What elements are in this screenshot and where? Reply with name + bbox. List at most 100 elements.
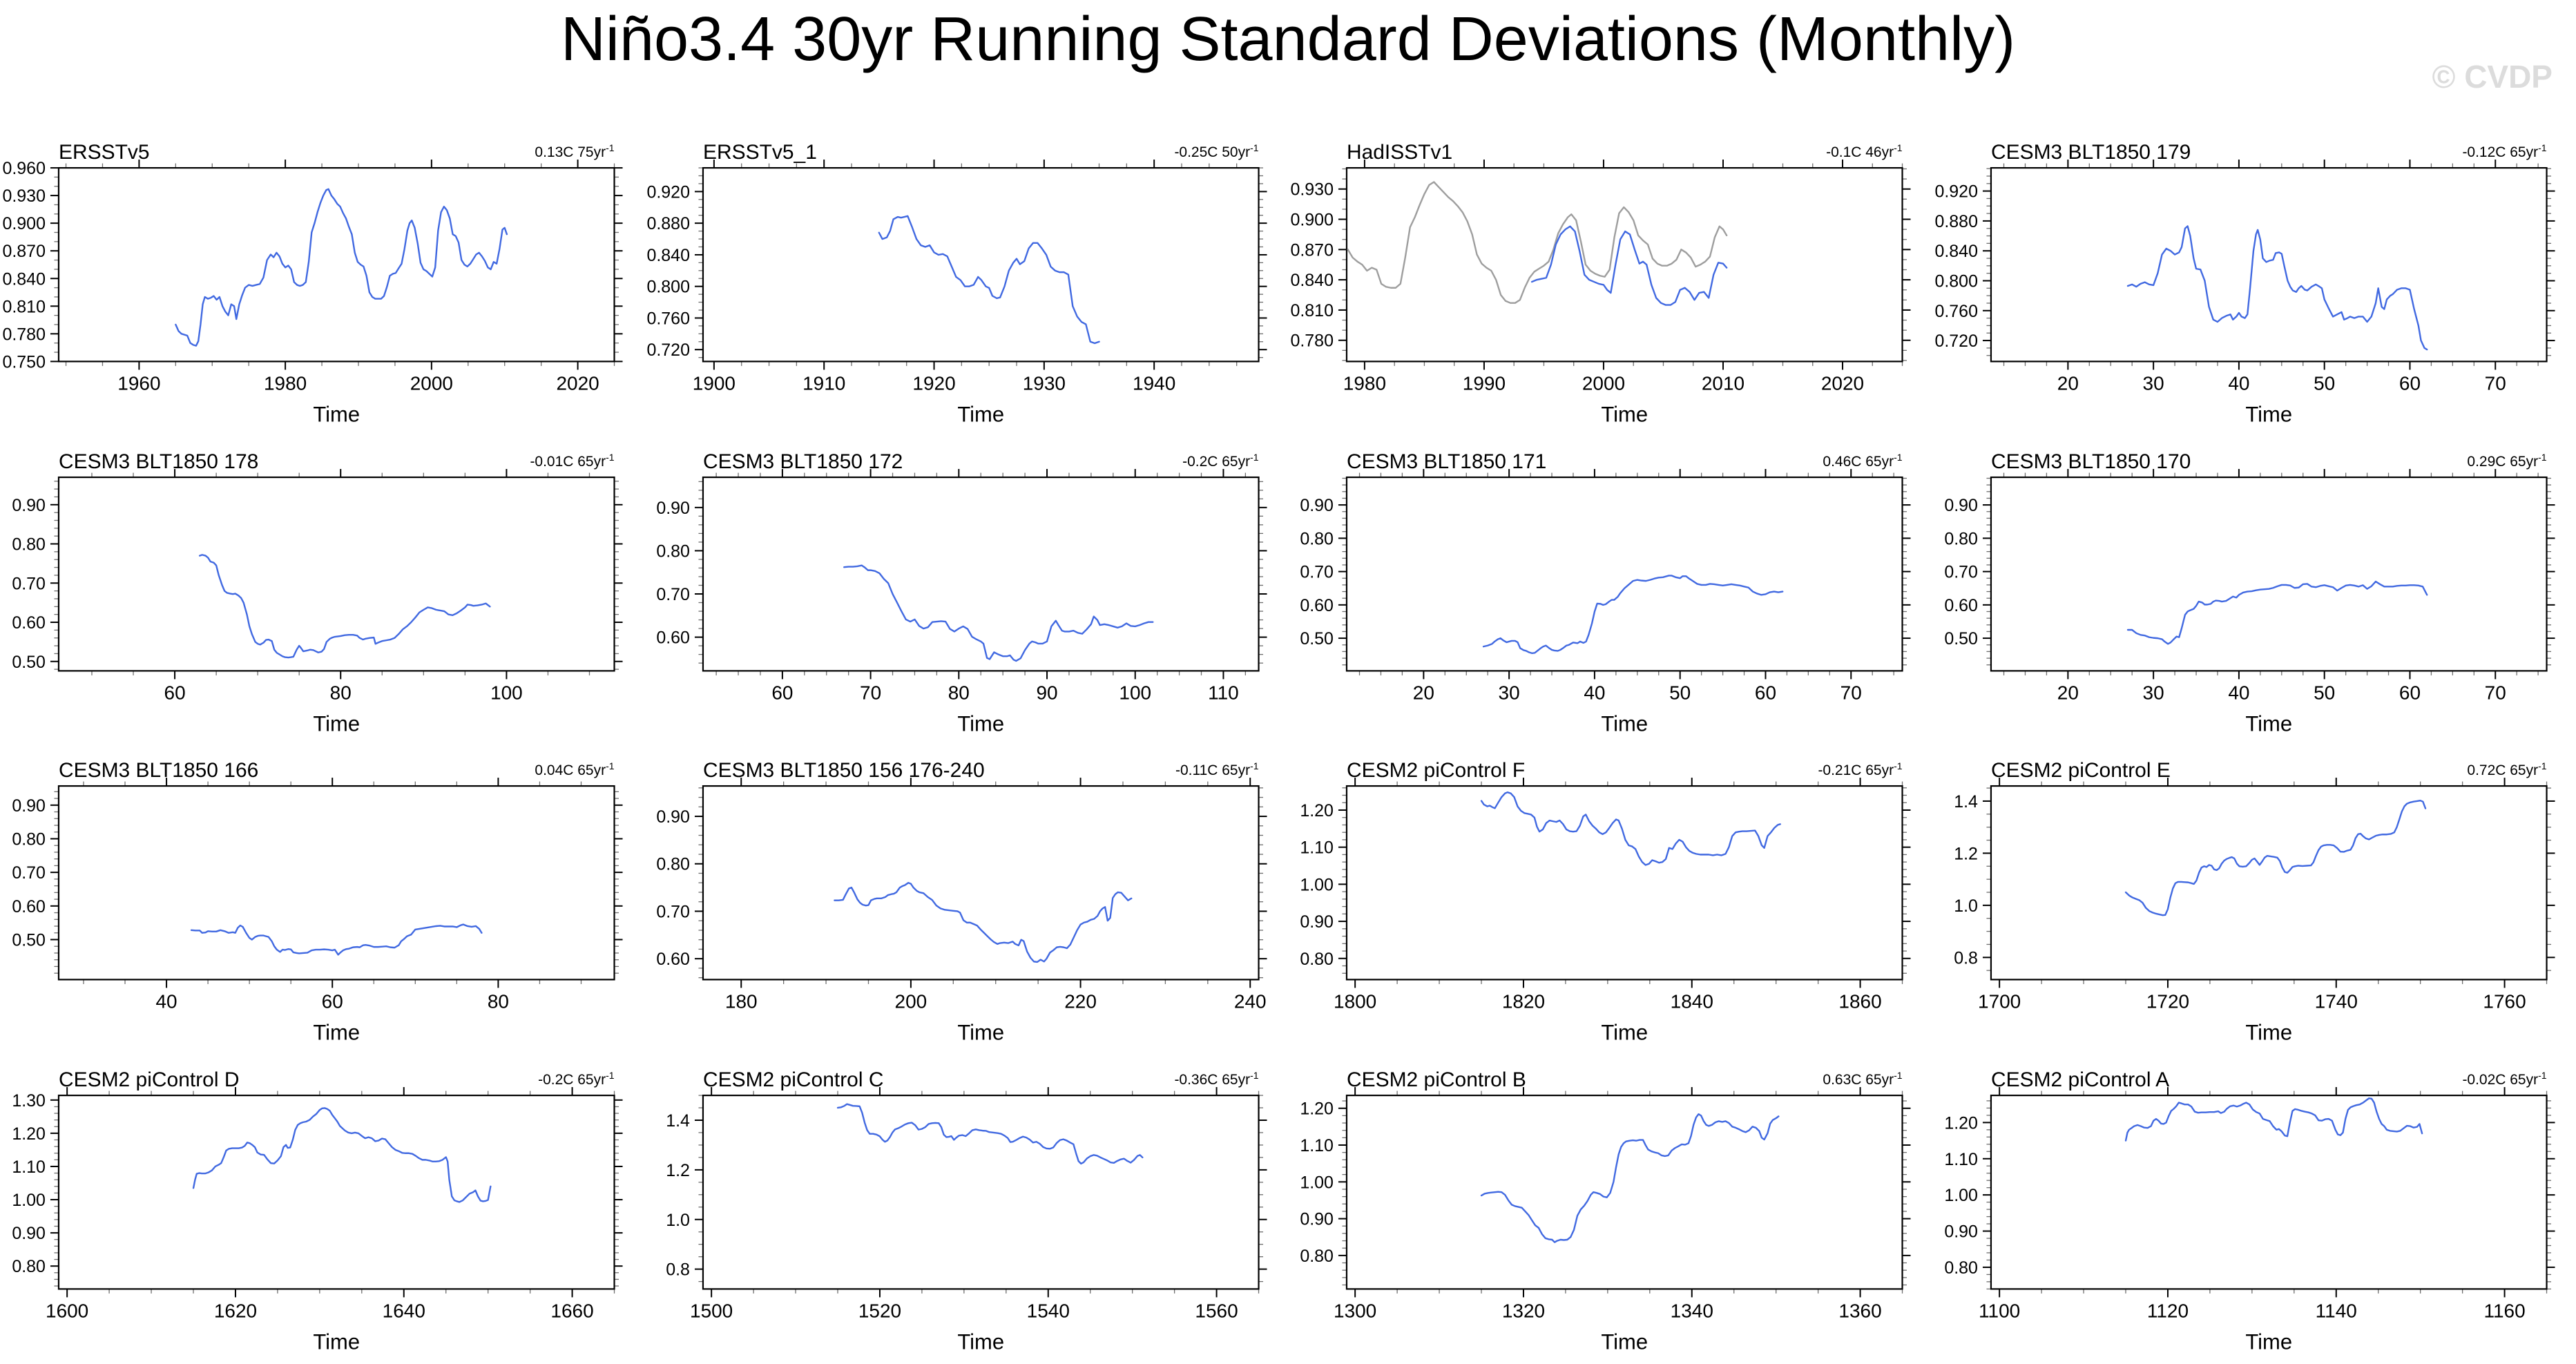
x-tick-label: 1990 <box>1463 372 1506 394</box>
y-tick-label: 0.70 <box>12 863 46 883</box>
x-tick-label: 1980 <box>1343 372 1386 394</box>
y-tick-label: 1.2 <box>666 1160 690 1180</box>
y-tick-label: 0.90 <box>12 1224 46 1243</box>
panel-title: ERSSTv5_1 <box>702 141 816 164</box>
time-axis-label: Time <box>313 711 360 736</box>
y-tick-label: 0.930 <box>1290 180 1334 200</box>
x-tick-label: 30 <box>2142 682 2164 703</box>
y-tick-label: 0.70 <box>1300 562 1334 582</box>
y-tick-label: 0.50 <box>12 652 46 671</box>
y-tick-label: 0.90 <box>1944 496 1978 515</box>
x-tick-label: 2000 <box>1582 372 1625 394</box>
chart-svg: 0.60 0.70 0.80 0.90 180 200 220 240 CESM3 BLT185… <box>656 759 1267 1044</box>
x-tick-label: 2020 <box>1821 372 1864 394</box>
x-tick-label: 40 <box>1584 682 1605 703</box>
y-tick-label: 1.10 <box>1944 1149 1978 1169</box>
panel-title: CESM2 piControl A <box>1990 1068 2169 1091</box>
x-tick-label: 2000 <box>410 372 453 394</box>
y-tick-label: 1.10 <box>12 1157 46 1176</box>
y-tick-label: 0.870 <box>1290 240 1334 260</box>
y-tick-label: 0.90 <box>656 807 690 827</box>
y-tick-label: 0.720 <box>1934 332 1978 351</box>
chart-panel-8: 0.50 0.60 0.70 0.80 0.90 40 60 80 CESM3 BLT1850 … <box>0 746 644 1055</box>
data-line-blue <box>833 882 1132 963</box>
y-tick-label: 0.750 <box>2 352 46 372</box>
x-tick-label: 1560 <box>1195 1300 1238 1321</box>
x-tick-label: 60 <box>771 682 793 703</box>
data-line-gray <box>1347 181 1728 304</box>
y-tick-label: 0.840 <box>1290 271 1334 290</box>
chart-panel-1: 0.720 0.760 0.800 0.840 0.880 0.920 1900 1910 19… <box>644 128 1289 437</box>
x-tick-label: 30 <box>2142 372 2164 394</box>
y-tick-label: 0.920 <box>1934 182 1978 202</box>
x-tick-label: 60 <box>164 682 186 703</box>
y-tick-label: 1.00 <box>1944 1186 1978 1205</box>
chart-panel-14: 0.80 0.90 1.00 1.10 1.20 1300 1320 1340 1360 CESM… <box>1288 1055 1932 1364</box>
panel-grid: 0.750 0.780 0.810 0.840 0.870 0.900 0.930 0.960… <box>0 128 2576 1364</box>
y-tick-label: 0.60 <box>656 950 690 969</box>
y-tick-label: 1.0 <box>666 1210 690 1229</box>
y-tick-label: 0.900 <box>1290 211 1334 230</box>
plot-frame <box>57 1094 615 1289</box>
y-tick-label: 0.80 <box>1944 1258 1978 1277</box>
y-tick-label: 0.800 <box>646 278 690 297</box>
x-tick-label: 2010 <box>1702 372 1744 394</box>
x-tick-label: 20 <box>2057 682 2078 703</box>
y-tick-label: 1.20 <box>1300 1099 1334 1118</box>
time-axis-label: Time <box>2245 1020 2292 1044</box>
panel-title: CESM3 BLT1850 166 <box>59 759 258 782</box>
x-tick-label: 50 <box>2314 682 2335 703</box>
time-axis-label: Time <box>957 1020 1004 1044</box>
y-tick-label: 0.90 <box>1300 912 1334 932</box>
plot-frame <box>702 166 1260 363</box>
x-tick-label: 1800 <box>1334 990 1376 1012</box>
chart-svg: 0.50 0.60 0.70 0.80 0.90 20 30 40 50 60 70 CESM3 BL… <box>1300 450 1911 736</box>
y-tick-label: 1.20 <box>1944 1113 1978 1133</box>
y-tick-label: 0.80 <box>1300 950 1334 969</box>
x-tick-label: 1740 <box>2314 990 2357 1012</box>
chart-svg: 0.750 0.780 0.810 0.840 0.870 0.900 0.930 0.960… <box>2 141 623 426</box>
x-tick-label: 1140 <box>2315 1300 2356 1321</box>
plot-frame <box>1990 785 2548 981</box>
plot-frame <box>702 1094 1260 1289</box>
chart-panel-15: 0.80 0.90 1.00 1.10 1.20 1100 1120 1140 1160 CESM… <box>1932 1055 2576 1364</box>
y-tick-label: 1.00 <box>12 1191 46 1210</box>
plot-frame <box>702 476 1260 671</box>
y-tick-label: 0.840 <box>646 246 690 265</box>
y-tick-label: 1.00 <box>1300 875 1334 894</box>
x-tick-label: 1910 <box>802 372 845 394</box>
y-tick-label: 0.880 <box>646 214 690 233</box>
y-tick-label: 1.4 <box>666 1111 690 1130</box>
x-tick-label: 1960 <box>117 372 160 394</box>
y-tick-label: 1.4 <box>1954 792 1978 811</box>
y-tick-label: 1.10 <box>1300 838 1334 858</box>
x-tick-label: 80 <box>330 682 352 703</box>
x-tick-label: 70 <box>860 682 881 703</box>
x-tick-label: 1660 <box>550 1300 593 1321</box>
time-axis-label: Time <box>2245 711 2292 736</box>
panel-title: CESM3 BLT1850 172 <box>702 450 902 473</box>
chart-svg: 0.8 1.0 1.2 1.4 1700 1720 1740 1760 CESM2 piCont… <box>1954 759 2555 1044</box>
chart-svg: 0.80 0.90 1.00 1.10 1.20 1800 1820 1840 1860 CESM… <box>1300 759 1911 1044</box>
y-tick-label: 0.70 <box>656 584 690 604</box>
plot-frame <box>1345 785 1903 981</box>
x-tick-label: 70 <box>2484 372 2506 394</box>
y-tick-label: 0.80 <box>12 535 46 554</box>
y-tick-label: 0.900 <box>2 214 46 233</box>
x-tick-label: 240 <box>1233 990 1266 1012</box>
y-tick-label: 0.760 <box>1934 302 1978 321</box>
page-title: Niño3.4 30yr Running Standard Deviations… <box>560 5 2016 74</box>
y-tick-label: 1.00 <box>1300 1173 1334 1192</box>
y-tick-label: 1.30 <box>12 1091 46 1110</box>
chart-panel-12: 0.80 0.90 1.00 1.10 1.20 1.30 1600 1620 1640 1660… <box>0 1055 644 1364</box>
trend-label: 0.72C 65yr-1 <box>2467 760 2546 778</box>
y-tick-label: 0.760 <box>646 309 690 328</box>
time-axis-label: Time <box>1601 1329 1648 1354</box>
x-tick-label: 1500 <box>690 1300 733 1321</box>
x-tick-label: 1120 <box>2146 1300 2188 1321</box>
plot-frame <box>1990 476 2548 671</box>
x-tick-label: 1300 <box>1334 1300 1376 1321</box>
panel-title: CESM2 piControl B <box>1347 1068 1526 1091</box>
y-tick-label: 0.810 <box>2 297 46 316</box>
data-line-blue <box>2126 580 2428 645</box>
